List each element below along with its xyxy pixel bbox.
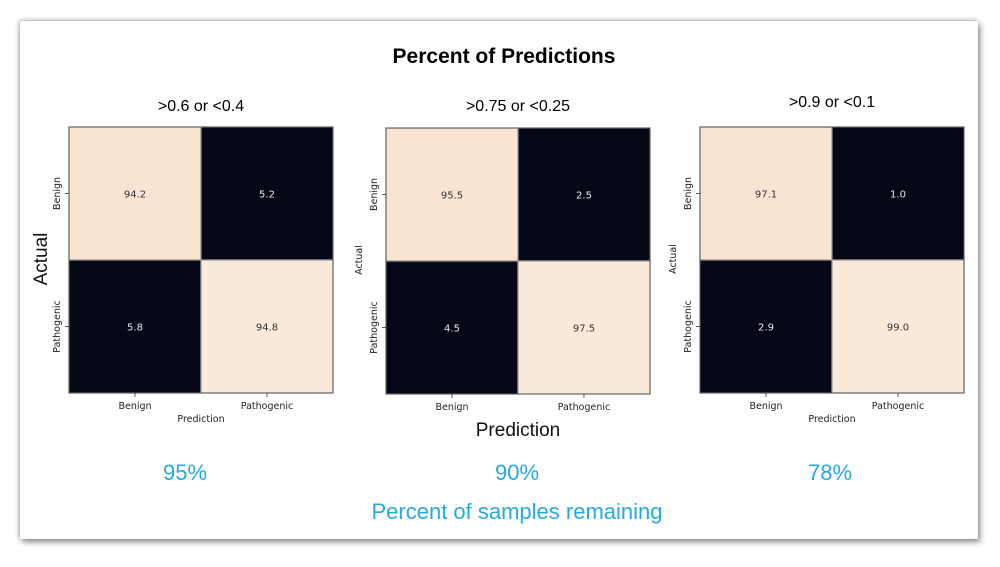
heatmap-panel: >0.6 or <0.4 94.2 5.2 5.8 94.8 Benign Pathogen…	[31, 98, 334, 485]
heatmap-cell	[200, 259, 334, 394]
threshold-label: >0.9 or <0.1	[789, 94, 875, 111]
heatmap-frame	[385, 127, 651, 395]
y-axis-label: Actual	[354, 245, 365, 275]
x-tick-label: Pathogenic	[558, 402, 610, 413]
cell-value-label: 5.8	[127, 323, 143, 334]
heatmap-frame	[68, 126, 334, 394]
y-tick-label: Benign	[369, 178, 380, 211]
heatmap-panel: >0.9 or <0.1 97.1 1.0 2.9 99.0 Benign Pathogen…	[668, 94, 965, 485]
cell-value-label: 97.5	[573, 324, 595, 335]
cell-value-label: 94.8	[256, 323, 278, 334]
cell-value-label: 5.2	[259, 190, 275, 201]
heatmap-panel: >0.75 or <0.25 95.5 2.5 4.5 97.5 Benign Pathog…	[354, 98, 651, 485]
heatmap-cell	[200, 126, 334, 261]
y-tick-label: Pathogenic	[369, 301, 380, 353]
threshold-label: >0.75 or <0.25	[466, 98, 570, 115]
heatmap-cell	[831, 259, 965, 394]
cell-value-label: 94.2	[124, 190, 146, 201]
cell-value-label: 97.1	[755, 190, 777, 201]
percent-remaining-value: 90%	[495, 460, 539, 485]
percent-remaining-value: 78%	[808, 460, 852, 485]
heatmap-panels: >0.6 or <0.4 94.2 5.2 5.8 94.8 Benign Pathogen…	[31, 94, 965, 485]
footer-label: Percent of samples remaining	[371, 499, 662, 524]
y-axis-label: Actual	[31, 233, 52, 286]
x-tick-label: Benign	[435, 402, 468, 413]
cell-value-label: 95.5	[441, 191, 463, 202]
cell-value-label: 2.5	[576, 191, 592, 202]
threshold-label: >0.6 or <0.4	[158, 98, 244, 115]
heatmap-frame	[699, 126, 965, 394]
x-tick-label: Pathogenic	[241, 401, 293, 412]
heatmap-cell	[517, 260, 651, 395]
heatmap-cell	[385, 260, 519, 395]
confusion-matrix-figure: Percent of Predictions >0.6 or <0.4 94.2 5…	[31, 45, 965, 524]
x-tick-label: Benign	[118, 401, 151, 412]
cell-value-label: 2.9	[758, 323, 774, 334]
y-axis-label: Actual	[668, 244, 679, 274]
heatmap-cell	[699, 259, 833, 394]
figure-title: Percent of Predictions	[393, 45, 616, 68]
heatmap-cell	[68, 126, 202, 261]
cell-value-label: 99.0	[887, 323, 909, 334]
heatmap-cell	[699, 126, 833, 261]
y-tick-label: Pathogenic	[683, 300, 694, 352]
y-tick-label: Pathogenic	[52, 300, 63, 352]
percent-remaining-value: 95%	[163, 460, 207, 485]
y-tick-label: Benign	[683, 177, 694, 210]
cell-value-label: 1.0	[890, 190, 906, 201]
x-tick-label: Pathogenic	[872, 401, 924, 412]
cell-value-label: 4.5	[444, 324, 460, 335]
heatmap-cell	[831, 126, 965, 261]
heatmap-cell	[385, 127, 519, 262]
heatmap-cell	[68, 259, 202, 394]
x-axis-label: Prediction	[808, 414, 855, 425]
x-tick-label: Benign	[749, 401, 782, 412]
slide: Percent of Predictions >0.6 or <0.4 94.2 5…	[20, 21, 978, 539]
x-axis-label: Prediction	[476, 420, 561, 441]
x-axis-label: Prediction	[177, 414, 224, 425]
y-tick-label: Benign	[52, 177, 63, 210]
